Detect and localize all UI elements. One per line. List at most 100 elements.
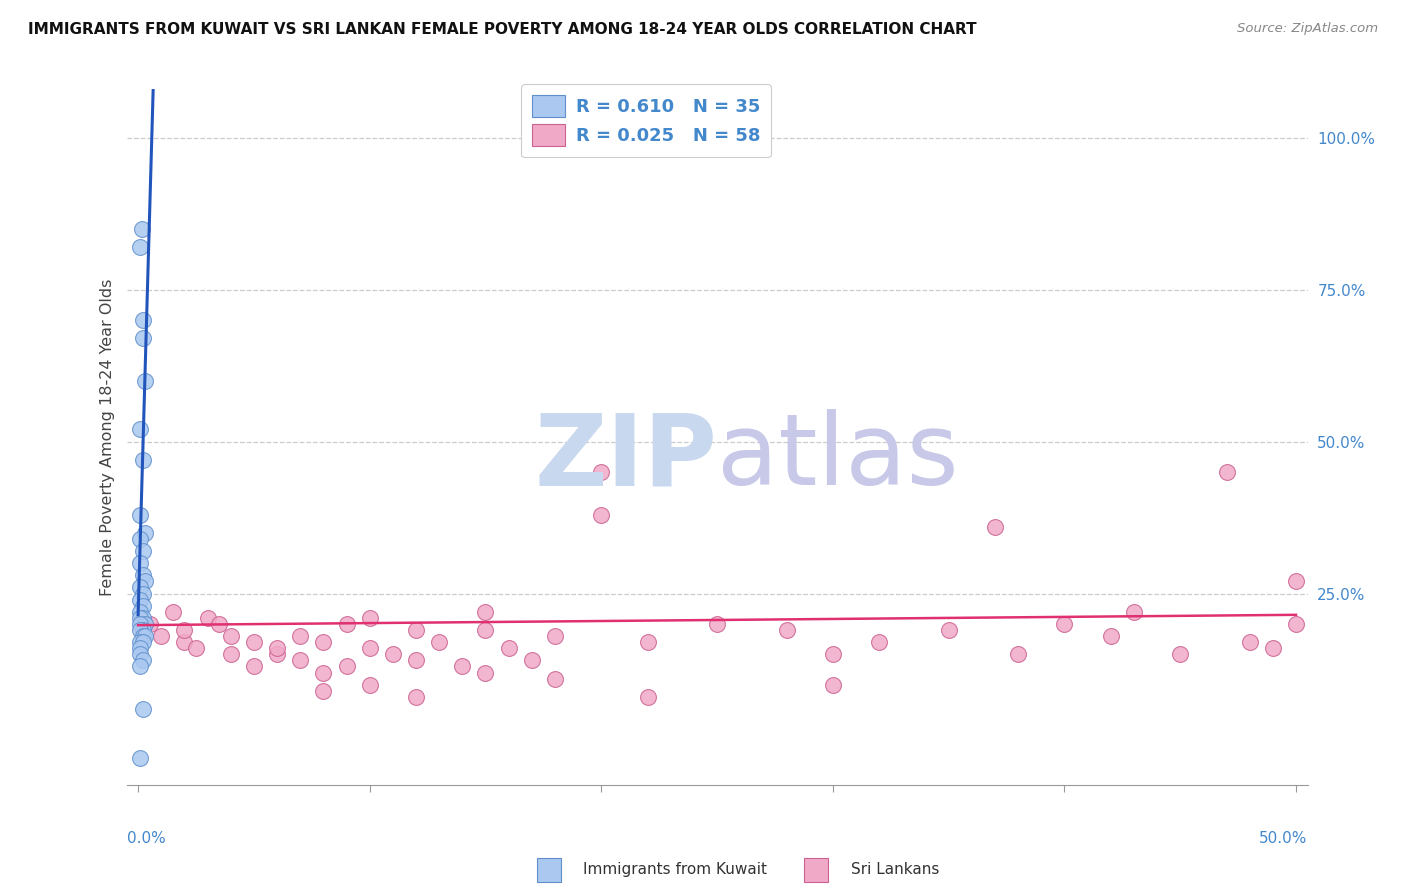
Point <box>938 623 960 637</box>
Point <box>266 648 288 662</box>
Point <box>706 616 728 631</box>
Point <box>637 690 659 704</box>
Point <box>243 659 266 673</box>
Point <box>129 641 152 656</box>
Point <box>129 422 152 436</box>
Text: ZIP: ZIP <box>534 409 717 507</box>
Point <box>335 616 357 631</box>
Text: IMMIGRANTS FROM KUWAIT VS SRI LANKAN FEMALE POVERTY AMONG 18-24 YEAR OLDS CORREL: IMMIGRANTS FROM KUWAIT VS SRI LANKAN FEM… <box>28 22 977 37</box>
Point <box>359 678 381 692</box>
Point <box>129 508 152 522</box>
Point <box>129 592 152 607</box>
Point <box>132 599 155 613</box>
Point <box>131 222 153 236</box>
Point <box>132 331 155 345</box>
Point <box>132 586 155 600</box>
Point <box>132 623 155 637</box>
Point <box>775 623 797 637</box>
Point <box>451 659 474 673</box>
Point <box>134 525 156 540</box>
Point <box>132 453 155 467</box>
Point <box>132 629 155 643</box>
Text: 50.0%: 50.0% <box>1260 831 1308 847</box>
Point <box>129 616 152 631</box>
Point <box>520 653 543 667</box>
Point <box>173 635 195 649</box>
Point <box>312 635 335 649</box>
Point <box>312 665 335 680</box>
Text: Source: ZipAtlas.com: Source: ZipAtlas.com <box>1237 22 1378 36</box>
Point <box>1215 465 1237 479</box>
Point <box>591 465 613 479</box>
Point <box>197 611 219 625</box>
Point <box>129 623 152 637</box>
Point <box>984 519 1007 533</box>
Point <box>868 635 890 649</box>
Point <box>132 544 155 558</box>
Point <box>132 635 155 649</box>
Point <box>821 648 844 662</box>
Point <box>129 648 152 662</box>
Point <box>498 641 520 656</box>
Point <box>1099 629 1122 643</box>
Point <box>1239 635 1261 649</box>
Point <box>405 623 427 637</box>
Point <box>474 665 496 680</box>
Point <box>138 616 160 631</box>
Point <box>132 313 155 327</box>
Point <box>132 568 155 582</box>
Point <box>173 623 195 637</box>
Point <box>129 659 152 673</box>
Point <box>544 629 567 643</box>
Y-axis label: Female Poverty Among 18-24 Year Olds: Female Poverty Among 18-24 Year Olds <box>100 278 115 596</box>
Point <box>1007 648 1029 662</box>
Point <box>1285 616 1308 631</box>
Text: Immigrants from Kuwait: Immigrants from Kuwait <box>583 863 768 877</box>
Point <box>129 635 152 649</box>
Point <box>1285 574 1308 589</box>
Point <box>381 648 404 662</box>
Point <box>208 616 231 631</box>
Point <box>591 508 613 522</box>
Text: Sri Lankans: Sri Lankans <box>851 863 939 877</box>
Point <box>290 653 312 667</box>
Point <box>243 635 266 649</box>
Point <box>427 635 450 649</box>
Point <box>335 659 357 673</box>
Point <box>129 556 152 570</box>
Point <box>544 672 567 686</box>
Point <box>219 648 242 662</box>
Point <box>134 374 156 388</box>
Point <box>1053 616 1076 631</box>
Point <box>405 653 427 667</box>
Point <box>129 611 152 625</box>
Point <box>134 629 156 643</box>
Point <box>132 702 155 716</box>
Point <box>821 678 844 692</box>
Point <box>290 629 312 643</box>
Point <box>637 635 659 649</box>
Point <box>129 532 152 546</box>
Point <box>134 574 156 589</box>
Point <box>129 605 152 619</box>
Point <box>219 629 242 643</box>
Point <box>150 629 173 643</box>
Point <box>132 611 155 625</box>
Point <box>1168 648 1191 662</box>
Point <box>129 750 152 764</box>
Text: 0.0%: 0.0% <box>127 831 166 847</box>
Point <box>266 641 288 656</box>
Point <box>1122 605 1144 619</box>
Point <box>129 581 152 595</box>
Point <box>474 623 496 637</box>
Point <box>134 616 156 631</box>
Point <box>184 641 207 656</box>
Point <box>162 605 184 619</box>
Point <box>359 611 381 625</box>
Point <box>474 605 496 619</box>
Point <box>405 690 427 704</box>
Point <box>359 641 381 656</box>
Point <box>312 683 335 698</box>
Point <box>132 653 155 667</box>
Text: atlas: atlas <box>717 409 959 507</box>
